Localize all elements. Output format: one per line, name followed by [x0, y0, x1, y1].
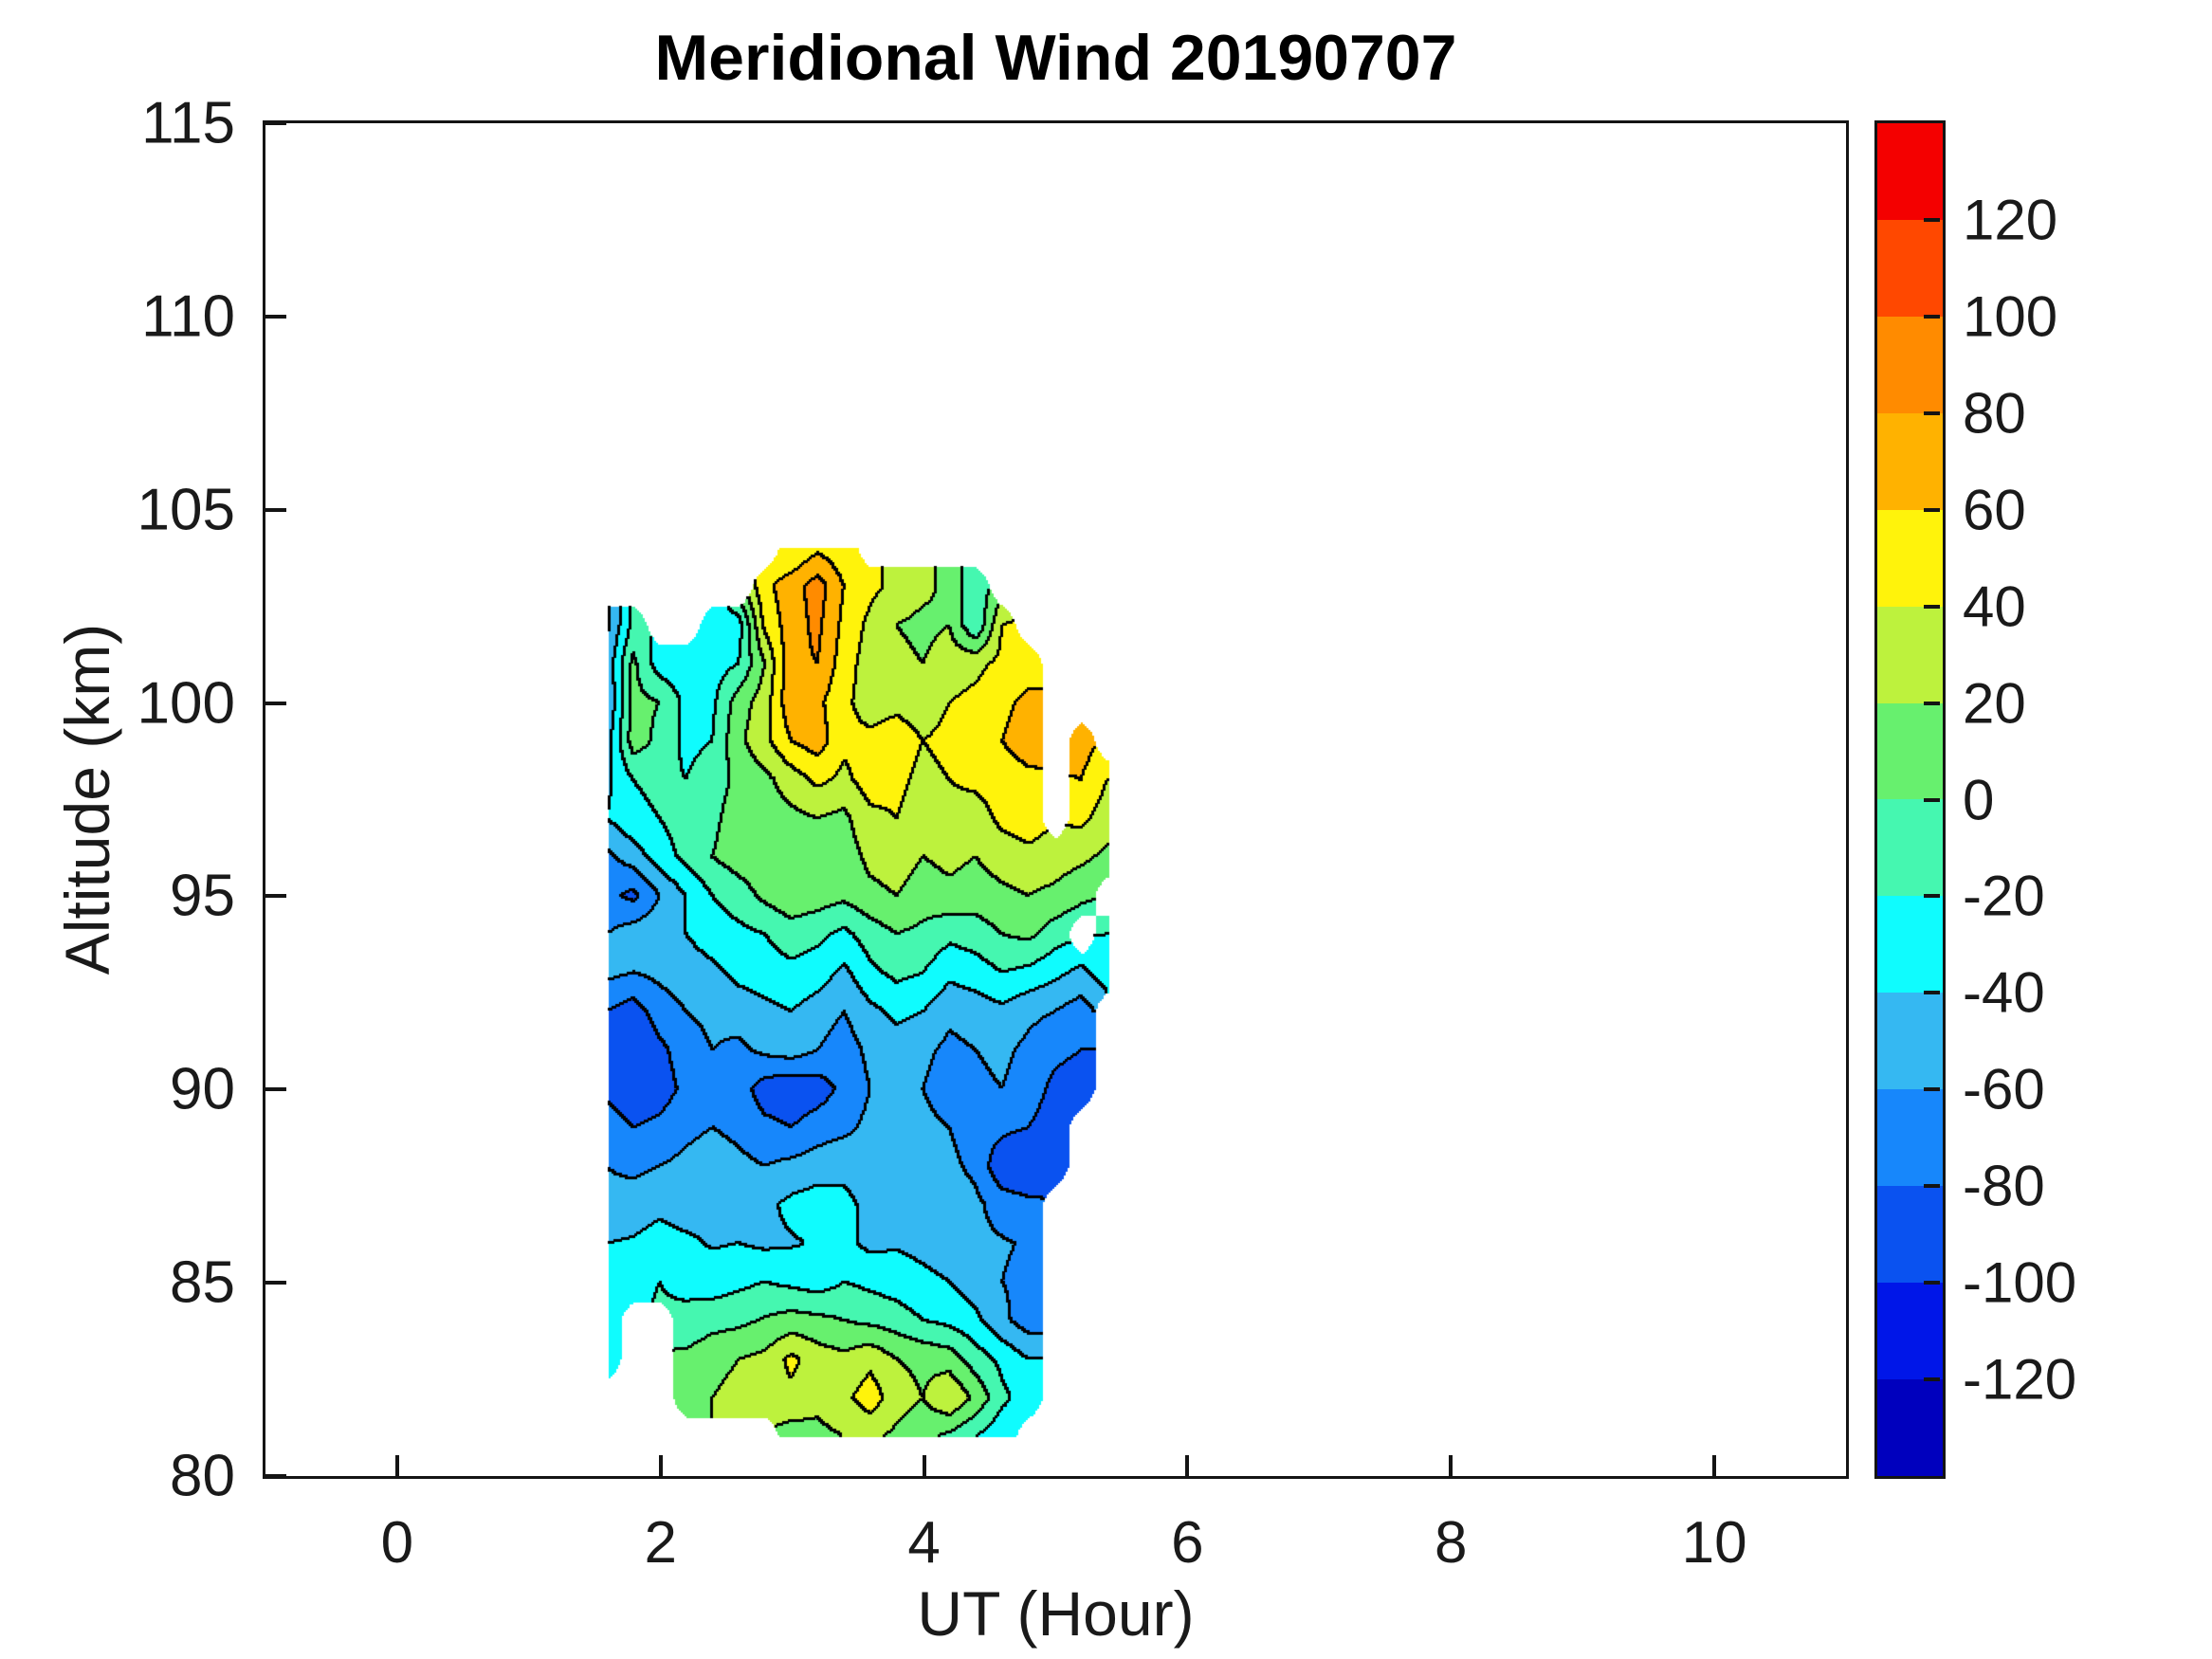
colorbar-segment [1877, 219, 1943, 317]
colorbar-tick-mark [1924, 217, 1940, 222]
colorbar-tick-mark [1924, 1087, 1940, 1092]
colorbar-tick-label: 40 [1963, 574, 2026, 639]
y-tick-mark [265, 894, 286, 899]
x-tick-mark [922, 1455, 926, 1476]
x-tick-mark [1185, 1455, 1190, 1476]
colorbar-tick-mark [1924, 1184, 1940, 1189]
plot-area [263, 120, 1849, 1479]
colorbar-tick-label: 60 [1963, 478, 2026, 542]
colorbar-segment [1877, 412, 1943, 510]
colorbar-tick-mark [1924, 604, 1940, 609]
colorbar-tick-label: -120 [1963, 1347, 2077, 1412]
colorbar-tick-label: -80 [1963, 1154, 2045, 1218]
x-tick-mark [658, 1455, 663, 1476]
colorbar-segment [1877, 123, 1943, 220]
colorbar-segment [1877, 993, 1943, 1090]
colorbar [1874, 120, 1946, 1479]
colorbar-tick-mark [1924, 701, 1940, 705]
y-tick-mark [265, 507, 286, 512]
y-tick-label: 85 [170, 1249, 235, 1316]
colorbar-segment [1877, 702, 1943, 800]
colorbar-tick-label: 80 [1963, 381, 2026, 446]
y-tick-label: 105 [137, 477, 235, 543]
x-tick-label: 0 [380, 1510, 414, 1576]
y-tick-mark [265, 1474, 286, 1478]
x-tick-label: 10 [1681, 1510, 1747, 1576]
y-tick-mark [265, 121, 286, 125]
y-tick-label: 110 [141, 283, 235, 350]
colorbar-tick-mark [1924, 1281, 1940, 1285]
y-tick-mark [265, 701, 286, 705]
y-tick-label: 95 [170, 863, 235, 929]
colorbar-tick-mark [1924, 991, 1940, 995]
x-tick-label: 6 [1171, 1510, 1204, 1576]
colorbar-tick-label: 100 [1963, 284, 2058, 349]
colorbar-tick-label: 120 [1963, 188, 2058, 252]
colorbar-tick-label: 20 [1963, 671, 2026, 736]
x-tick-mark [1449, 1455, 1453, 1476]
colorbar-tick-mark [1924, 314, 1940, 319]
colorbar-tick-mark [1924, 507, 1940, 512]
colorbar-segment [1877, 896, 1943, 994]
colorbar-tick-mark [1924, 894, 1940, 899]
x-tick-label: 4 [907, 1510, 941, 1576]
colorbar-segment [1877, 316, 1943, 413]
colorbar-tick-mark [1924, 797, 1940, 802]
y-axis-label: Altitude (km) [52, 623, 122, 975]
colorbar-tick-label: -60 [1963, 1057, 2045, 1121]
page-title: Meridional Wind 20190707 [654, 22, 1457, 94]
x-tick-label: 8 [1435, 1510, 1468, 1576]
x-axis-label: UT (Hour) [917, 1578, 1195, 1649]
y-tick-mark [265, 1087, 286, 1092]
colorbar-tick-label: -40 [1963, 960, 2045, 1025]
colorbar-segment [1877, 1283, 1943, 1379]
y-tick-mark [265, 1281, 286, 1285]
colorbar-tick-label: -20 [1963, 864, 2045, 928]
colorbar-segment [1877, 509, 1943, 607]
colorbar-tick-label: -100 [1963, 1250, 2077, 1315]
colorbar-segment [1877, 1186, 1943, 1284]
x-tick-mark [394, 1455, 399, 1476]
y-tick-label: 80 [170, 1443, 235, 1509]
contour-canvas [265, 123, 1846, 1476]
colorbar-tick-label: 0 [1963, 768, 1995, 831]
y-tick-label: 100 [137, 670, 235, 737]
colorbar-tick-mark [1924, 1377, 1940, 1382]
colorbar-segment [1877, 1089, 1943, 1187]
y-tick-label: 90 [170, 1056, 235, 1122]
colorbar-segment [1877, 606, 1943, 703]
colorbar-segment [1877, 799, 1943, 897]
x-tick-mark [1712, 1455, 1717, 1476]
x-tick-label: 2 [644, 1510, 677, 1576]
colorbar-segment [1877, 1378, 1943, 1476]
y-tick-label: 115 [141, 90, 235, 156]
colorbar-tick-mark [1924, 410, 1940, 415]
y-tick-mark [265, 314, 286, 319]
